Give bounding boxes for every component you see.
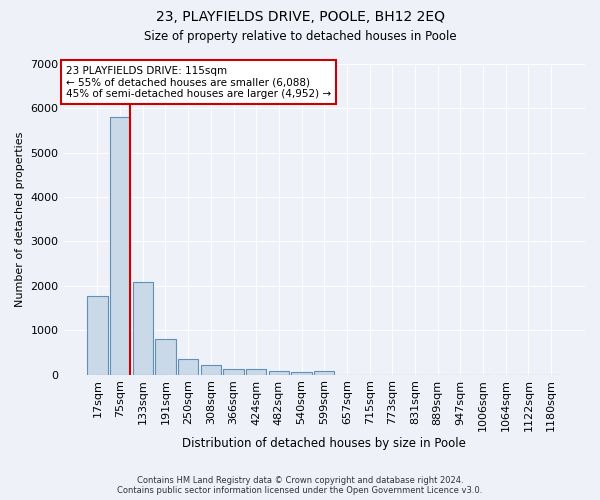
Bar xyxy=(178,360,199,374)
Bar xyxy=(155,339,176,374)
Bar xyxy=(133,282,153,374)
Y-axis label: Number of detached properties: Number of detached properties xyxy=(15,132,25,307)
Bar xyxy=(200,365,221,374)
Text: 23 PLAYFIELDS DRIVE: 115sqm
← 55% of detached houses are smaller (6,088)
45% of : 23 PLAYFIELDS DRIVE: 115sqm ← 55% of det… xyxy=(66,66,331,99)
Bar xyxy=(269,371,289,374)
Bar xyxy=(110,117,130,374)
Text: 23, PLAYFIELDS DRIVE, POOLE, BH12 2EQ: 23, PLAYFIELDS DRIVE, POOLE, BH12 2EQ xyxy=(155,10,445,24)
Bar xyxy=(223,368,244,374)
Bar xyxy=(246,370,266,374)
Text: Contains HM Land Registry data © Crown copyright and database right 2024.
Contai: Contains HM Land Registry data © Crown c… xyxy=(118,476,482,495)
X-axis label: Distribution of detached houses by size in Poole: Distribution of detached houses by size … xyxy=(182,437,466,450)
Bar xyxy=(292,372,312,374)
Bar xyxy=(314,372,334,374)
Text: Size of property relative to detached houses in Poole: Size of property relative to detached ho… xyxy=(143,30,457,43)
Bar xyxy=(87,296,107,374)
